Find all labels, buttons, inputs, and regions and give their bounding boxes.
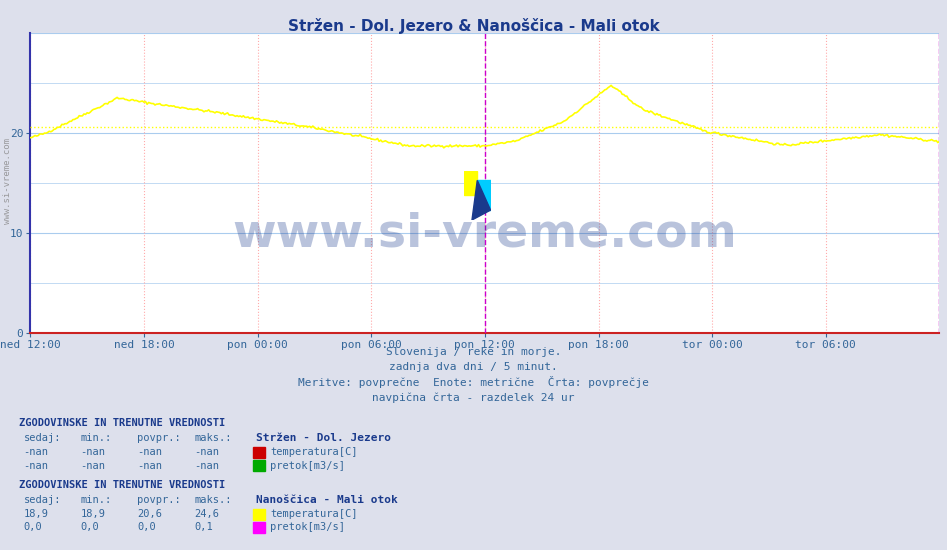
Text: -nan: -nan <box>137 447 162 458</box>
Text: sedaj:: sedaj: <box>24 494 62 505</box>
Text: povpr.:: povpr.: <box>137 433 181 443</box>
Text: temperatura[C]: temperatura[C] <box>270 509 357 519</box>
Text: Meritve: povprečne  Enote: metrične  Črta: povprečje: Meritve: povprečne Enote: metrične Črta:… <box>298 376 649 388</box>
Text: -nan: -nan <box>24 447 48 458</box>
Text: navpična črta - razdelek 24 ur: navpična črta - razdelek 24 ur <box>372 393 575 403</box>
Text: pretok[m3/s]: pretok[m3/s] <box>270 460 345 471</box>
Polygon shape <box>472 180 491 220</box>
Text: ZGODOVINSKE IN TRENUTNE VREDNOSTI: ZGODOVINSKE IN TRENUTNE VREDNOSTI <box>19 480 225 490</box>
Text: maks.:: maks.: <box>194 433 232 443</box>
Text: 0,0: 0,0 <box>24 522 43 532</box>
Text: maks.:: maks.: <box>194 494 232 505</box>
Text: -nan: -nan <box>24 460 48 471</box>
Text: Stržen - Dol. Jezero & Nanoščica - Mali otok: Stržen - Dol. Jezero & Nanoščica - Mali … <box>288 18 659 35</box>
Text: povpr.:: povpr.: <box>137 494 181 505</box>
Text: -nan: -nan <box>137 460 162 471</box>
Text: 0,1: 0,1 <box>194 522 213 532</box>
Text: Stržen - Dol. Jezero: Stržen - Dol. Jezero <box>256 433 391 443</box>
Bar <box>464 170 477 195</box>
Text: temperatura[C]: temperatura[C] <box>270 447 357 458</box>
Text: 0,0: 0,0 <box>137 522 156 532</box>
Text: 20,6: 20,6 <box>137 509 162 519</box>
Text: sedaj:: sedaj: <box>24 433 62 443</box>
Text: -nan: -nan <box>194 460 219 471</box>
Text: 0,0: 0,0 <box>80 522 99 532</box>
Text: min.:: min.: <box>80 433 112 443</box>
Text: Nanoščica - Mali otok: Nanoščica - Mali otok <box>256 494 398 505</box>
Text: min.:: min.: <box>80 494 112 505</box>
Text: 18,9: 18,9 <box>24 509 48 519</box>
Text: Slovenija / reke in morje.: Slovenija / reke in morje. <box>385 346 562 357</box>
Text: 24,6: 24,6 <box>194 509 219 519</box>
Text: www.si-vreme.com: www.si-vreme.com <box>3 139 12 224</box>
Text: -nan: -nan <box>194 447 219 458</box>
Text: -nan: -nan <box>80 460 105 471</box>
Bar <box>477 180 491 210</box>
Text: ZGODOVINSKE IN TRENUTNE VREDNOSTI: ZGODOVINSKE IN TRENUTNE VREDNOSTI <box>19 418 225 428</box>
Text: -nan: -nan <box>80 447 105 458</box>
Text: www.si-vreme.com: www.si-vreme.com <box>233 211 737 256</box>
Text: pretok[m3/s]: pretok[m3/s] <box>270 522 345 532</box>
Text: 18,9: 18,9 <box>80 509 105 519</box>
Text: zadnja dva dni / 5 minut.: zadnja dva dni / 5 minut. <box>389 362 558 372</box>
